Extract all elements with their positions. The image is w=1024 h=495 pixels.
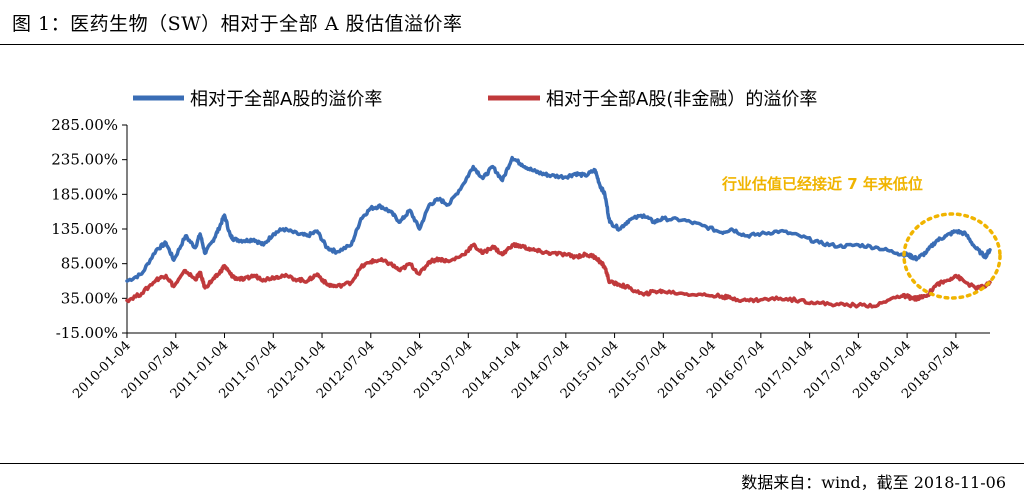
- axes: 285.00% 235.00% 185.00% 135.00% 85.00% 35.00%…: [51, 116, 990, 402]
- legend: 相对于全部A股的溢价率 相对于全部A股(非金融）的溢价率: [133, 89, 817, 110]
- bottom-rule: [0, 463, 1024, 464]
- y-tick-label: 85.00%: [61, 255, 118, 273]
- legend-label-blue: 相对于全部A股的溢价率: [190, 89, 382, 110]
- annotation-group: 行业估值已经接近 7 年来低位: [721, 175, 1002, 300]
- y-tick-label: 185.00%: [51, 185, 118, 203]
- annotation-circle: [902, 212, 1002, 300]
- y-tick-label: -15.00%: [56, 324, 118, 342]
- y-tick-label: 35.00%: [61, 289, 118, 307]
- y-tick-label: 135.00%: [51, 220, 118, 238]
- series-layer: [125, 155, 992, 309]
- figure-title: 图 1：医药生物（SW）相对于全部 A 股估值溢价率: [12, 13, 463, 35]
- annotation-text: 行业估值已经接近 7 年来低位: [721, 175, 923, 193]
- series-line-blue: [125, 155, 992, 283]
- y-tick-label: 235.00%: [51, 151, 118, 169]
- y-tick-label: 285.00%: [51, 116, 118, 134]
- legend-label-red: 相对于全部A股(非金融）的溢价率: [546, 89, 817, 110]
- title-bar: 图 1：医药生物（SW）相对于全部 A 股估值溢价率: [0, 0, 1024, 45]
- chart: 相对于全部A股的溢价率 相对于全部A股(非金融）的溢价率 285.00% 235.…: [51, 89, 1002, 402]
- series-line-red: [125, 242, 992, 309]
- source-note: 数据来自：wind，截至 2018-11-06: [741, 473, 1006, 492]
